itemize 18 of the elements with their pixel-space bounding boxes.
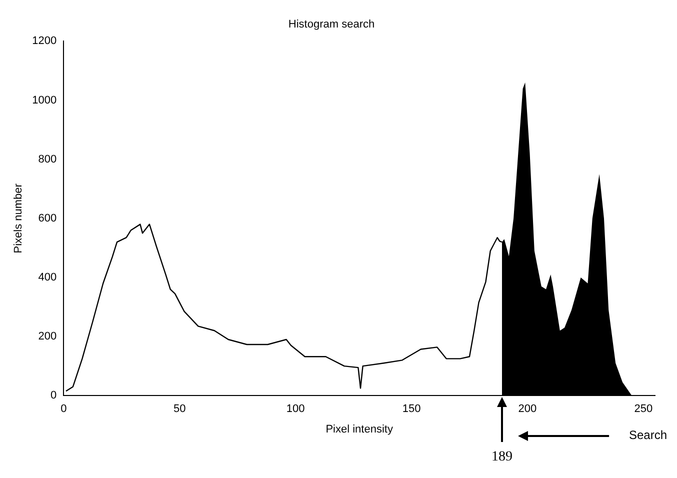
x-tick-label: 250 (634, 403, 653, 416)
text: Search (628, 428, 667, 442)
text: 189 (491, 449, 512, 464)
y-tick-label: 800 (38, 153, 57, 166)
x-tick-label: 150 (402, 403, 421, 416)
x-tick-label: 50 (173, 403, 186, 416)
y-tick-label: 400 (38, 272, 57, 284)
y-tick-label: 0 (50, 390, 57, 402)
y-tick-label: 600 (38, 212, 57, 224)
x-axis-title: Pixel intensity (326, 423, 394, 436)
x-tick-label: 100 (286, 403, 305, 416)
y-tick-label: 1200 (32, 35, 57, 48)
y-tick-label: 200 (38, 330, 57, 343)
y-axis-title: Pixels number (12, 183, 25, 254)
x-tick-label: 200 (518, 403, 537, 416)
y-tick-label: 1000 (32, 94, 57, 106)
chart-title: Histogram search (288, 18, 375, 31)
x-tick-label: 0 (60, 403, 67, 416)
